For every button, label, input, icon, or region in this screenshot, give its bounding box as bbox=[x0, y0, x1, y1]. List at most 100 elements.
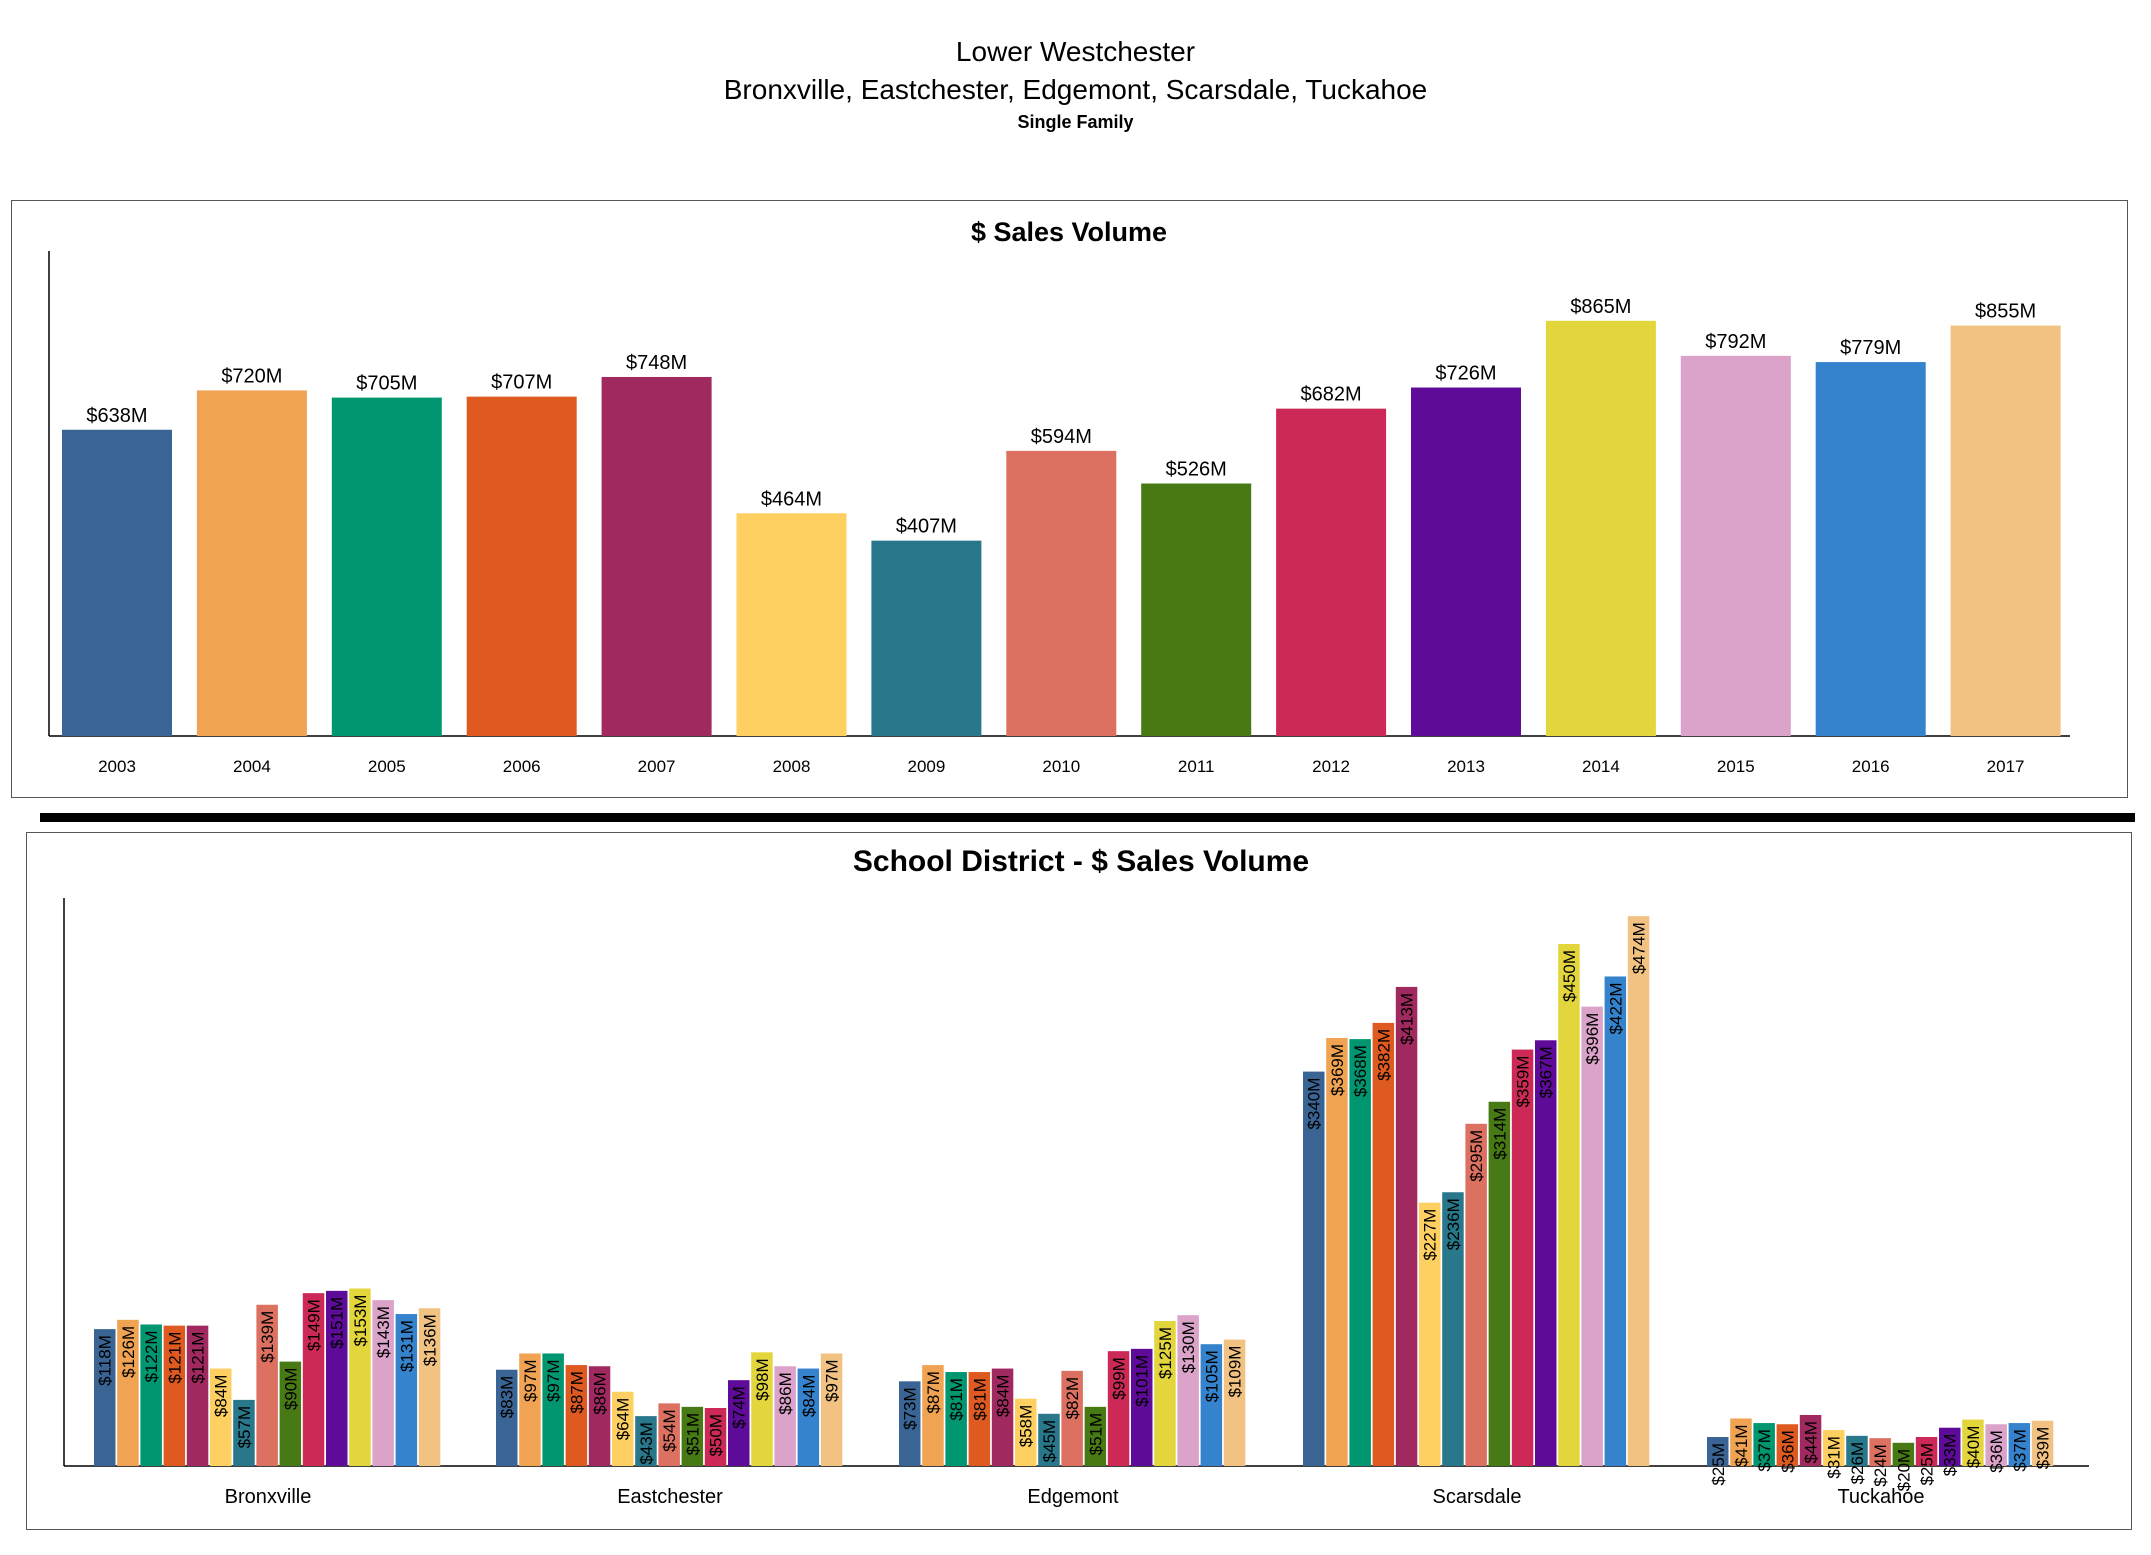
data-label-bronxville-2017: $136M bbox=[421, 1314, 440, 1366]
bar-tuckahoe-2005 bbox=[1753, 1423, 1775, 1466]
bar-scarsdale-2008 bbox=[1419, 1202, 1441, 1466]
data-label-2005: $705M bbox=[356, 373, 417, 395]
data-label-tuckahoe-2005: $37M bbox=[1755, 1429, 1774, 1472]
data-label-tuckahoe-2003: $25M bbox=[1709, 1443, 1728, 1486]
bar-edgemont-2003 bbox=[899, 1381, 921, 1466]
bar-scarsdale-2011 bbox=[1488, 1101, 1511, 1466]
data-label-scarsdale-2007: $413M bbox=[1398, 993, 1417, 1045]
data-label-scarsdale-2011: $314M bbox=[1490, 1108, 1509, 1160]
x-tick-2010: 2010 bbox=[1042, 757, 1080, 776]
bar-bronxville-2011 bbox=[279, 1361, 302, 1466]
bar-2015 bbox=[1680, 355, 1791, 736]
data-label-bronxville-2006: $121M bbox=[165, 1332, 184, 1384]
bar-edgemont-2012 bbox=[1107, 1351, 1130, 1466]
data-label-bronxville-2003: $118M bbox=[96, 1335, 115, 1386]
bar-2007 bbox=[601, 376, 712, 736]
data-label-eastchester-2011: $51M bbox=[683, 1413, 702, 1456]
x-tick-scarsdale: Scarsdale bbox=[1433, 1486, 1522, 1508]
x-tick-2017: 2017 bbox=[1987, 757, 2025, 776]
x-tick-2003: 2003 bbox=[98, 757, 136, 776]
data-label-edgemont-2014: $125M bbox=[1156, 1327, 1175, 1379]
data-label-edgemont-2017: $109M bbox=[1226, 1346, 1245, 1398]
data-label-2017: $855M bbox=[1975, 301, 2036, 323]
bar-2014 bbox=[1545, 320, 1656, 736]
data-label-2007: $748M bbox=[626, 352, 687, 374]
data-label-tuckahoe-2006: $36M bbox=[1778, 1430, 1797, 1473]
data-label-2015: $792M bbox=[1705, 331, 1766, 353]
annual-sales-volume-panel: $ Sales Volume $638M 2003 $720M 2004 $705M 200… bbox=[11, 200, 2128, 798]
data-label-tuckahoe-2010: $24M bbox=[1871, 1444, 1890, 1487]
bar-tuckahoe-2013 bbox=[1939, 1427, 1961, 1466]
data-label-2012: $682M bbox=[1301, 384, 1362, 406]
bar-tuckahoe-2016 bbox=[2008, 1423, 2031, 1466]
bar-eastchester-2007 bbox=[588, 1366, 611, 1466]
data-label-tuckahoe-2004: $41M bbox=[1732, 1424, 1751, 1467]
bar-edgemont-2011 bbox=[1084, 1406, 1107, 1466]
data-label-tuckahoe-2007: $44M bbox=[1802, 1421, 1821, 1464]
data-label-eastchester-2009: $43M bbox=[637, 1422, 656, 1465]
report-subtitle: Bronxville, Eastchester, Edgemont, Scars… bbox=[723, 74, 1428, 105]
data-label-2009: $407M bbox=[896, 516, 957, 538]
school-district-panel: School District - $ Sales Volume $118M $12… bbox=[26, 832, 2132, 1530]
x-tick-2009: 2009 bbox=[907, 757, 945, 776]
data-label-tuckahoe-2012: $25M bbox=[1918, 1443, 1937, 1486]
data-label-bronxville-2010: $139M bbox=[258, 1311, 277, 1363]
bar-2003 bbox=[62, 429, 172, 736]
bar-2005 bbox=[331, 397, 442, 736]
bar-scarsdale-2012 bbox=[1511, 1049, 1534, 1466]
data-label-2004: $720M bbox=[221, 365, 282, 387]
bar-bronxville-2006 bbox=[163, 1325, 186, 1466]
bar-edgemont-2014 bbox=[1154, 1321, 1176, 1466]
data-label-eastchester-2012: $50M bbox=[707, 1414, 726, 1457]
data-label-eastchester-2010: $54M bbox=[660, 1409, 679, 1452]
x-tick-tuckahoe: Tuckahoe bbox=[1837, 1486, 1924, 1508]
data-label-2016: $779M bbox=[1840, 337, 1901, 359]
bar-edgemont-2013 bbox=[1131, 1348, 1153, 1466]
bar-tuckahoe-2008 bbox=[1823, 1430, 1845, 1466]
chart-title: $ Sales Volume bbox=[971, 217, 1167, 247]
data-label-eastchester-2008: $64M bbox=[614, 1398, 633, 1441]
x-tick-2015: 2015 bbox=[1717, 757, 1755, 776]
bar-bronxville-2009 bbox=[233, 1399, 255, 1466]
bar-bronxville-2004 bbox=[117, 1319, 139, 1466]
bar-scarsdale-2016 bbox=[1604, 976, 1627, 1466]
data-label-bronxville-2005: $122M bbox=[142, 1330, 161, 1382]
data-label-scarsdale-2013: $367M bbox=[1537, 1046, 1556, 1098]
data-label-bronxville-2015: $143M bbox=[374, 1306, 393, 1358]
bar-edgemont-2016 bbox=[1200, 1344, 1223, 1466]
bar-eastchester-2012 bbox=[704, 1408, 727, 1466]
x-tick-2006: 2006 bbox=[503, 757, 541, 776]
data-label-tuckahoe-2009: $26M bbox=[1848, 1442, 1867, 1485]
bar-tuckahoe-2003 bbox=[1707, 1437, 1729, 1466]
bar-bronxville-2005 bbox=[140, 1324, 162, 1466]
bar-edgemont-2015 bbox=[1177, 1315, 1199, 1466]
data-label-edgemont-2010: $82M bbox=[1063, 1377, 1082, 1420]
report-title: Lower Westchester bbox=[955, 36, 1196, 67]
bar-eastchester-2003 bbox=[496, 1369, 518, 1466]
bar-2009 bbox=[871, 540, 982, 736]
data-label-scarsdale-2009: $236M bbox=[1444, 1198, 1463, 1250]
bar-tuckahoe-2012 bbox=[1915, 1437, 1938, 1466]
data-label-tuckahoe-2013: $33M bbox=[1941, 1434, 1960, 1477]
data-label-scarsdale-2008: $227M bbox=[1421, 1209, 1440, 1261]
bar-tuckahoe-2017 bbox=[2031, 1420, 2054, 1466]
data-label-tuckahoe-2017: $39M bbox=[2034, 1427, 2053, 1470]
bar-2013 bbox=[1411, 387, 1521, 736]
data-label-scarsdale-2004: $369M bbox=[1328, 1044, 1347, 1096]
x-tick-2013: 2013 bbox=[1447, 757, 1485, 776]
data-label-edgemont-2013: $101M bbox=[1133, 1355, 1152, 1407]
data-label-edgemont-2012: $99M bbox=[1110, 1357, 1129, 1400]
bar-eastchester-2014 bbox=[751, 1352, 773, 1466]
data-label-scarsdale-2005: $368M bbox=[1351, 1045, 1370, 1097]
data-label-bronxville-2004: $126M bbox=[119, 1326, 138, 1378]
bar-2017 bbox=[1950, 325, 2061, 736]
data-label-scarsdale-2012: $359M bbox=[1514, 1056, 1533, 1108]
data-label-edgemont-2015: $130M bbox=[1179, 1321, 1198, 1373]
bar-edgemont-2005 bbox=[945, 1372, 967, 1466]
x-tick-2005: 2005 bbox=[368, 757, 406, 776]
data-label-tuckahoe-2016: $37M bbox=[2010, 1429, 2029, 1472]
bar-bronxville-2016 bbox=[395, 1314, 418, 1466]
bar-edgemont-2010 bbox=[1061, 1370, 1083, 1466]
data-label-eastchester-2013: $74M bbox=[730, 1386, 749, 1429]
bar-edgemont-2004 bbox=[922, 1365, 944, 1466]
